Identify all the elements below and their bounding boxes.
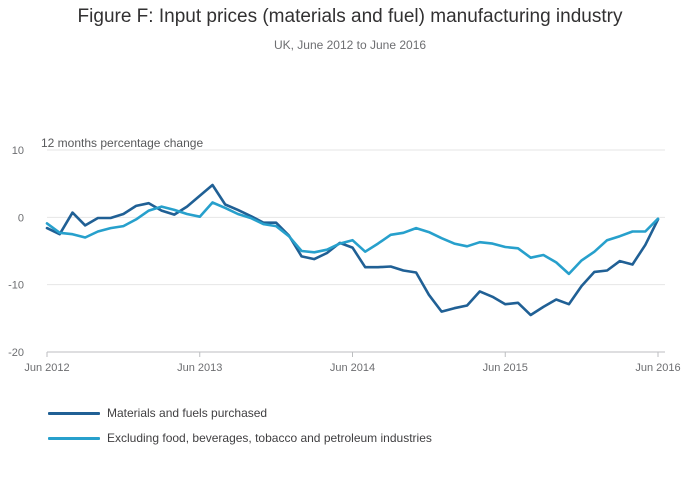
x-tick-label: Jun 2013 [177,362,222,374]
y-tick-label: -10 [8,280,24,292]
legend-swatch-materials [48,411,100,415]
series-line-0 [45,183,660,317]
legend-item-materials[interactable]: Materials and fuels purchased [48,406,432,420]
y-axis-ticks: 10 0 -10 -20 [8,145,24,359]
legend: Materials and fuels purchased Excluding … [48,406,432,456]
y-tick-label: -20 [8,347,24,359]
series-lines [45,183,660,317]
series-line-1 [45,201,660,276]
legend-swatch-excluding [48,436,100,440]
legend-label-excluding: Excluding food, beverages, tobacco and p… [107,431,432,445]
x-tick-label: Jun 2016 [635,362,680,374]
x-tick-label: Jun 2015 [483,362,528,374]
y-tick-label: 0 [18,212,24,224]
x-axis: Jun 2012 Jun 2013 Jun 2014 Jun 2015 Jun 2016 [24,351,681,374]
y-tick-label: 10 [12,145,24,157]
chart-subtitle: UK, June 2012 to June 2016 [273,38,427,52]
y-axis-label: 12 months percentage change [41,136,203,150]
legend-item-excluding[interactable]: Excluding food, beverages, tobacco and p… [48,431,432,445]
x-tick-label: Jun 2012 [24,362,69,374]
legend-label-materials: Materials and fuels purchased [107,406,268,420]
x-tick-label: Jun 2014 [330,362,375,374]
chart-title: Figure F: Input prices (materials and fu… [77,6,623,27]
